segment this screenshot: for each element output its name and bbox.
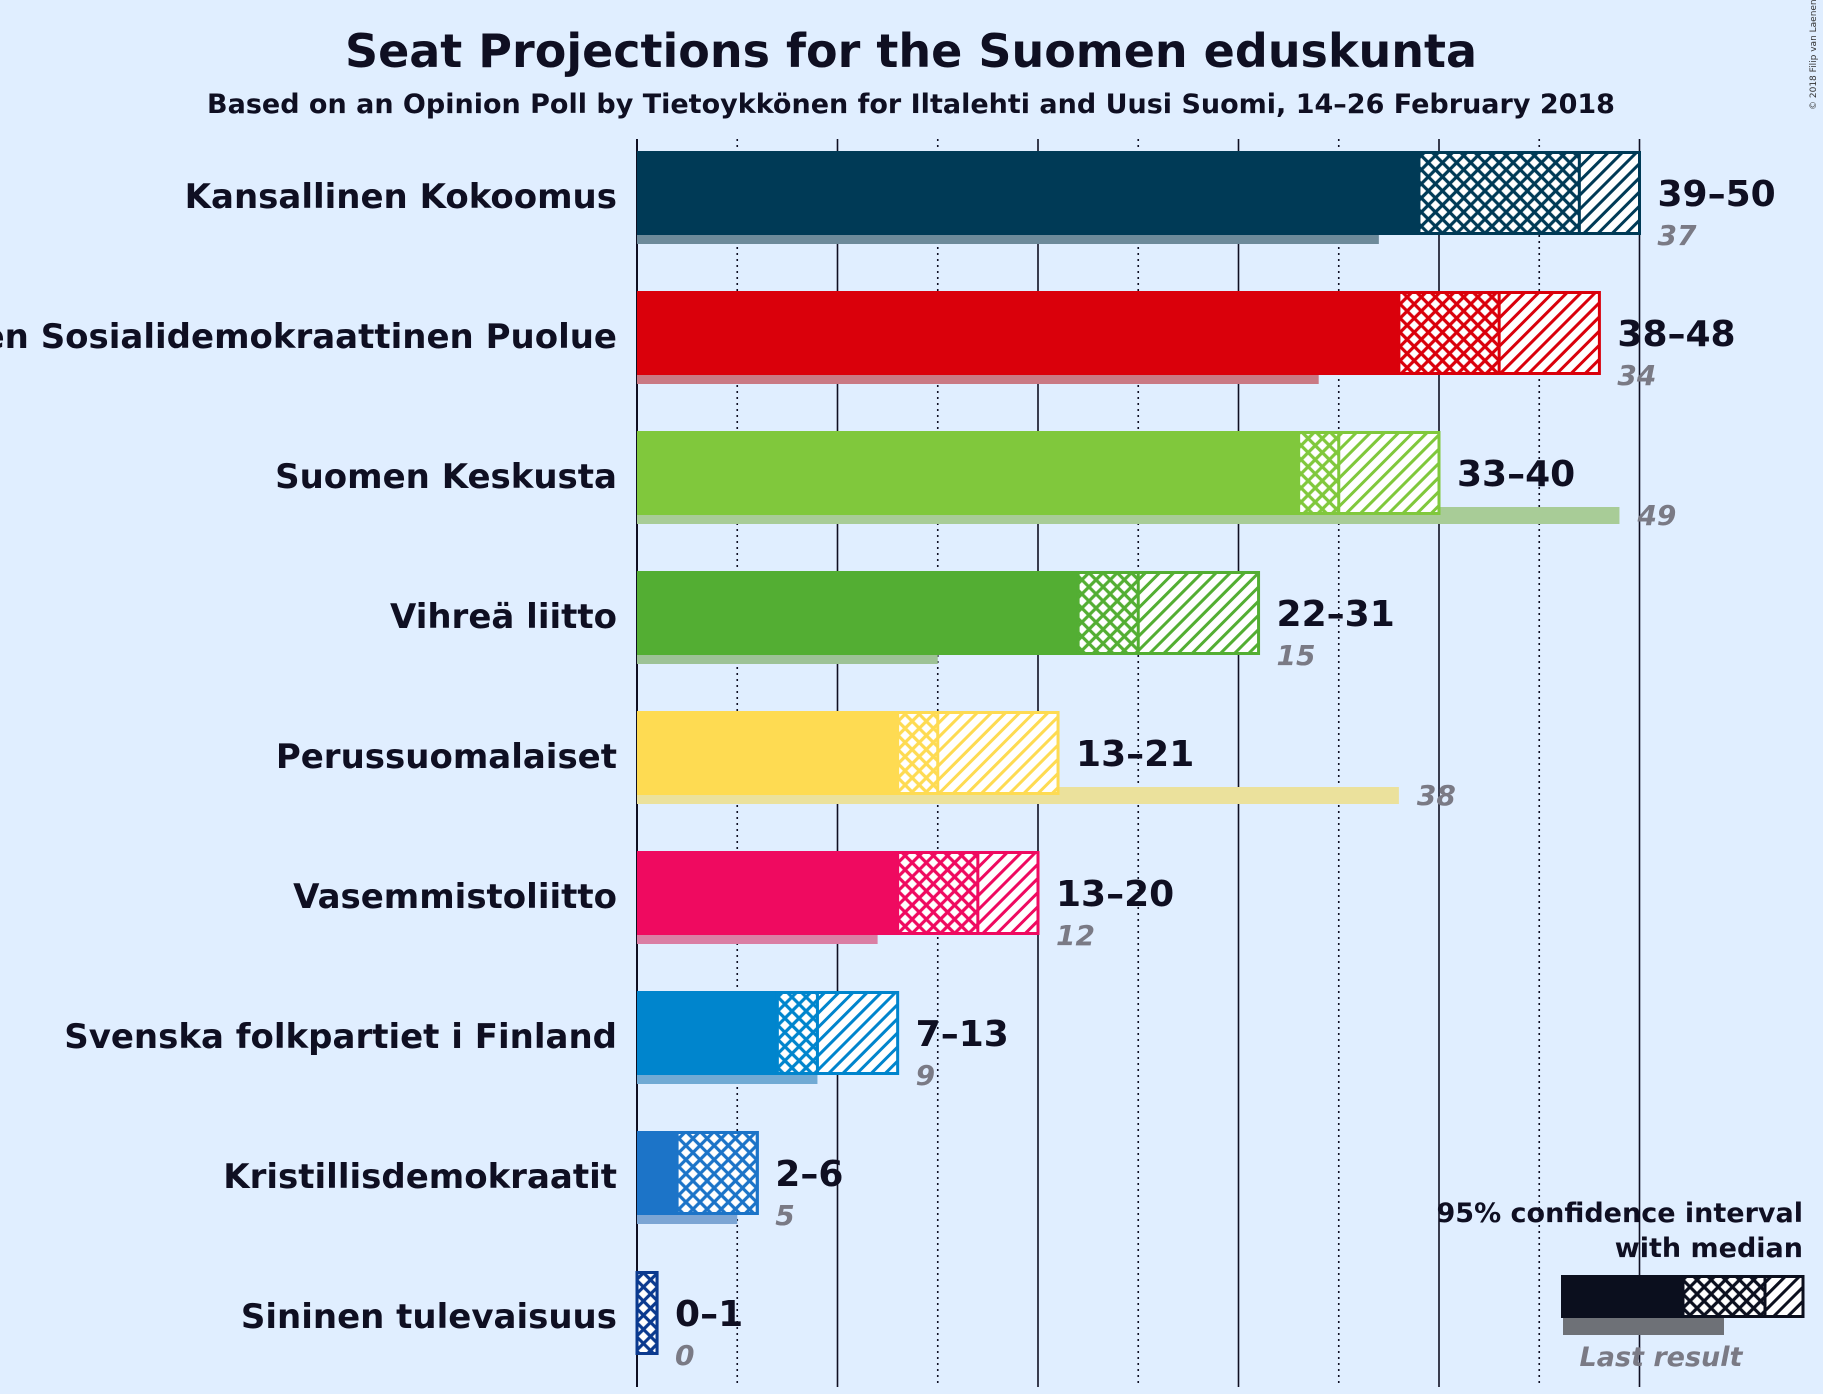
party-row: Kansallinen Kokoomus 39–50 37 — [185, 151, 1776, 252]
last-result-label: 15 — [1277, 639, 1316, 672]
projection-bar-solid — [637, 851, 898, 935]
seat-range-label: 0–1 — [675, 1294, 743, 1335]
last-result-label: 37 — [1658, 219, 1697, 252]
projection-bar-solid — [637, 711, 898, 795]
legend-line-1: 95% confidence interval — [1437, 1198, 1803, 1229]
projection-bar-solid — [637, 991, 778, 1075]
confidence-interval-outline — [896, 711, 1060, 795]
last-result-label: 5 — [775, 1199, 794, 1232]
confidence-lower-part — [777, 991, 818, 1075]
seat-range-label: 22–31 — [1277, 594, 1395, 635]
confidence-lower-part — [897, 711, 938, 795]
party-row: Suomen Keskusta 33–40 49 — [275, 431, 1676, 532]
copyright-note: © 2018 Filip van Laenen — [1809, 0, 1819, 110]
party-name: Sininen tulevaisuus — [241, 1297, 617, 1337]
party-row: Svenska folkpartiet i Finland 7–13 9 — [64, 991, 1009, 1092]
party-name: Kristillisdemokraatit — [223, 1157, 617, 1197]
last-result-label: 12 — [1056, 919, 1095, 952]
legend-last-result: Last result — [1580, 1342, 1744, 1373]
confidence-lower-part — [677, 1131, 758, 1215]
party-name: Svenska folkpartiet i Finland — [64, 1017, 617, 1057]
confidence-lower-part — [637, 1271, 658, 1355]
chart-subtitle: Based on an Opinion Poll by Tietoykkönen… — [207, 89, 1615, 120]
party-row: Perussuomalaiset 13–21 38 — [276, 711, 1456, 812]
party-name: Suomen Keskusta — [275, 457, 617, 497]
projection-bar-solid — [637, 431, 1299, 515]
seat-range-label: 13–20 — [1056, 874, 1174, 915]
party-name: Kansallinen Kokoomus — [185, 177, 617, 217]
party-row: Vihreä liitto 22–31 15 — [390, 571, 1395, 672]
legend-interval-outline — [1681, 1275, 1805, 1318]
legend-solid-sample — [1561, 1275, 1683, 1318]
confidence-lower-part — [1418, 151, 1580, 235]
confidence-interval-outline — [896, 851, 1040, 935]
confidence-lower-part — [1298, 431, 1339, 515]
confidence-lower-part — [1078, 571, 1139, 655]
legend-last-result-bar — [1563, 1318, 1724, 1335]
projection-bar-solid — [637, 151, 1419, 235]
confidence-interval-outline — [1297, 431, 1441, 515]
chart-title: Seat Projections for the Suomen eduskunt… — [345, 24, 1477, 78]
seat-range-label: 39–50 — [1658, 174, 1776, 215]
confidence-interval-outline — [1417, 151, 1641, 235]
legend: 95% confidence interval with median Last… — [1437, 1198, 1805, 1373]
last-result-label: 49 — [1636, 499, 1676, 532]
confidence-upper-part — [937, 711, 1059, 795]
last-result-label: 9 — [916, 1059, 935, 1092]
party-bars: Kansallinen Kokoomus 39–50 37 Suomen Sosial… — [0, 151, 1776, 1372]
projection-bar-solid — [637, 291, 1399, 375]
projection-bar-solid — [637, 1131, 678, 1215]
seat-range-label: 13–21 — [1076, 734, 1194, 775]
last-result-label: 0 — [675, 1339, 694, 1372]
party-name: Suomen Sosialidemokraattinen Puolue — [0, 317, 617, 357]
confidence-lower-part — [897, 851, 978, 935]
confidence-upper-part — [1138, 571, 1259, 655]
confidence-upper-part — [1338, 431, 1439, 515]
confidence-upper-part — [817, 991, 898, 1075]
seat-range-label: 7–13 — [916, 1014, 1009, 1055]
confidence-upper-part — [977, 851, 1038, 935]
legend-hatch-sample — [1765, 1275, 1803, 1318]
party-row: Sininen tulevaisuus 0–1 0 — [241, 1271, 743, 1372]
legend-line-2: with median — [1615, 1233, 1803, 1264]
party-row: Kristillisdemokraatit 2–6 5 — [223, 1131, 843, 1232]
last-result-label: 38 — [1417, 779, 1456, 812]
confidence-lower-part — [1398, 291, 1500, 375]
seat-range-label: 38–48 — [1617, 314, 1735, 355]
confidence-interval-outline — [1076, 571, 1261, 655]
seat-range-label: 2–6 — [775, 1154, 843, 1195]
party-row: Suomen Sosialidemokraattinen Puolue 38–48… — [0, 291, 1736, 392]
party-name: Vasemmistoliitto — [293, 877, 617, 917]
party-row: Vasemmistoliitto 13–20 12 — [293, 851, 1174, 952]
projection-bar-solid — [637, 571, 1079, 655]
party-name: Vihreä liitto — [390, 597, 617, 637]
confidence-interval-outline — [775, 991, 900, 1075]
confidence-upper-part — [1579, 151, 1640, 235]
confidence-upper-part — [1499, 291, 1600, 375]
party-name: Perussuomalaiset — [276, 737, 617, 777]
last-result-label: 34 — [1617, 359, 1656, 392]
legend-crosshatch-sample — [1683, 1275, 1765, 1318]
seat-range-label: 33–40 — [1457, 454, 1575, 495]
